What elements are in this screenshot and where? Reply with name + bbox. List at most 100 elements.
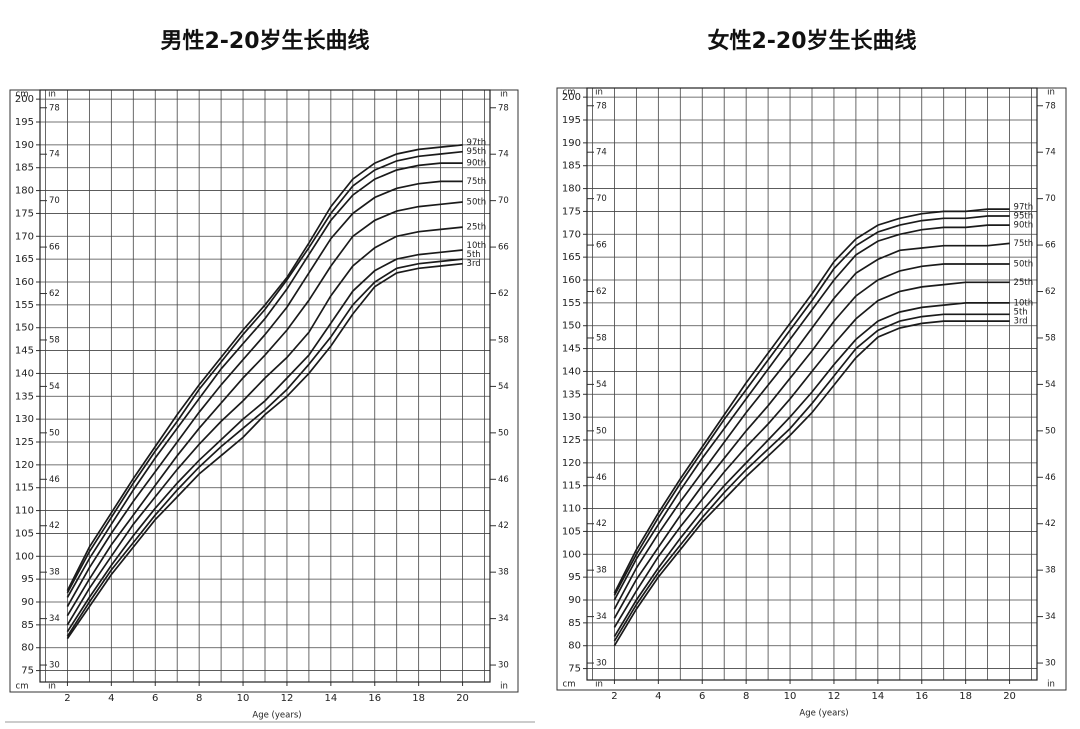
y-tick-label: 185 (15, 163, 34, 174)
y-tick-label: 100 (15, 551, 34, 562)
y2-tick-label: 50 (1045, 426, 1056, 436)
y2-tick-label: 74 (49, 150, 60, 160)
y-tick-label: 90 (21, 597, 34, 608)
series-label: 97th (467, 138, 487, 148)
percentile-line (66, 180, 463, 608)
y2-tick-label: 70 (596, 194, 607, 204)
series-label: 5th (1014, 308, 1028, 318)
y-tick-label: 130 (562, 412, 581, 423)
chart-title: 男性2-20岁生长曲线 (160, 28, 369, 54)
x-tick-label: 6 (699, 691, 705, 702)
y2-tick-label: 54 (498, 382, 509, 392)
series-label: 50th (1014, 260, 1034, 270)
x-tick-label: 18 (959, 691, 972, 702)
y2-tick-label: 78 (498, 103, 509, 113)
y2-label-bg (48, 149, 62, 160)
y-tick-label: 135 (562, 389, 581, 400)
y2-tick-label: 58 (49, 335, 60, 345)
x-tick-label: 20 (1003, 691, 1016, 702)
y-tick-label: 85 (568, 618, 581, 629)
y2-label-bg (595, 332, 609, 343)
y2-tick-label: 78 (1045, 101, 1056, 111)
y2-unit: in (595, 680, 603, 690)
x-tick-label: 2 (64, 693, 70, 704)
y-tick-label: 120 (15, 460, 34, 471)
x-tick-label: 4 (108, 693, 114, 704)
y2-tick-label: 78 (596, 101, 607, 111)
y-tick-label: 80 (568, 641, 581, 652)
y-unit: cm (563, 680, 576, 690)
percentile-line (66, 144, 463, 591)
y2-tick-label: 38 (49, 568, 60, 578)
y-tick-label: 160 (562, 275, 581, 286)
y2-tick-label: 34 (498, 614, 509, 624)
percentile-line (66, 249, 463, 633)
y2-tick-label: 54 (1045, 380, 1056, 390)
y-tick-label: 75 (568, 664, 581, 675)
y2-tick-label: 74 (596, 148, 607, 158)
y2-tick-label: 66 (596, 241, 607, 251)
x-tick-label: 10 (784, 691, 797, 702)
y-tick-label: 185 (562, 161, 581, 172)
y2-tick-label: 74 (498, 150, 509, 160)
percentile-line (613, 242, 1010, 610)
y-tick-label: 75 (21, 666, 34, 677)
y2-label-bg (595, 100, 609, 111)
y2-label-bg (595, 611, 609, 622)
y2-label-bg (595, 425, 609, 436)
y2-tick-label: 70 (49, 196, 60, 206)
y2-label-bg (595, 147, 609, 158)
y2-label-bg (595, 193, 609, 204)
x-tick-label: 14 (324, 693, 337, 704)
y-tick-label: 150 (15, 323, 34, 334)
y-tick-label: 190 (15, 140, 34, 151)
x-tick-label: 4 (655, 691, 661, 702)
y2-label-bg (48, 288, 62, 299)
plot-frame (39, 89, 491, 683)
y2-tick-label: 66 (49, 243, 60, 253)
y2-tick-label: 66 (498, 243, 509, 253)
y2-tick-label: 30 (1045, 659, 1056, 669)
y-tick-label: 150 (562, 321, 581, 332)
series-label: 50th (467, 198, 487, 208)
percentile-line (66, 226, 463, 626)
y2-tick-label: 34 (49, 614, 60, 624)
y-tick-label: 140 (562, 366, 581, 377)
y2-label-bg (595, 379, 609, 390)
y2-tick-label: 30 (49, 661, 60, 671)
y2-label-bg (595, 240, 609, 251)
y-unit: cm (16, 682, 29, 692)
series-label: 97th (1014, 203, 1034, 213)
y-tick-label: 170 (562, 229, 581, 240)
y2-tick-label: 78 (49, 103, 60, 113)
percentile-line (66, 201, 463, 617)
y-tick-label: 180 (562, 184, 581, 195)
y-tick-label: 135 (15, 391, 34, 402)
y2-tick-label: 58 (596, 333, 607, 343)
percentile-line (613, 263, 1010, 619)
y2-unit: in (48, 90, 56, 100)
y2-tick-label: 54 (596, 380, 607, 390)
percentile-line (613, 224, 1010, 601)
series-label: 90th (1014, 221, 1034, 231)
percentile-line (66, 258, 463, 637)
y2-label-bg (48, 102, 62, 113)
y2-unit: in (48, 682, 56, 692)
y-tick-label: 90 (568, 595, 581, 606)
y-tick-label: 110 (15, 506, 34, 517)
y2-label-bg (48, 520, 62, 531)
y-tick-label: 105 (15, 528, 34, 539)
y-tick-label: 125 (15, 437, 34, 448)
x-tick-label: 8 (196, 693, 202, 704)
y-unit: cm (563, 88, 576, 98)
y2-label-bg (595, 565, 609, 576)
series-label: 25th (467, 223, 487, 233)
y-tick-label: 155 (562, 298, 581, 309)
y-tick-label: 145 (562, 344, 581, 355)
y2-tick-label: 62 (1045, 287, 1056, 297)
x-tick-label: 10 (237, 693, 250, 704)
y2-tick-label: 54 (49, 382, 60, 392)
y2-tick-label: 70 (1045, 194, 1056, 204)
y2-tick-label: 62 (596, 287, 607, 297)
